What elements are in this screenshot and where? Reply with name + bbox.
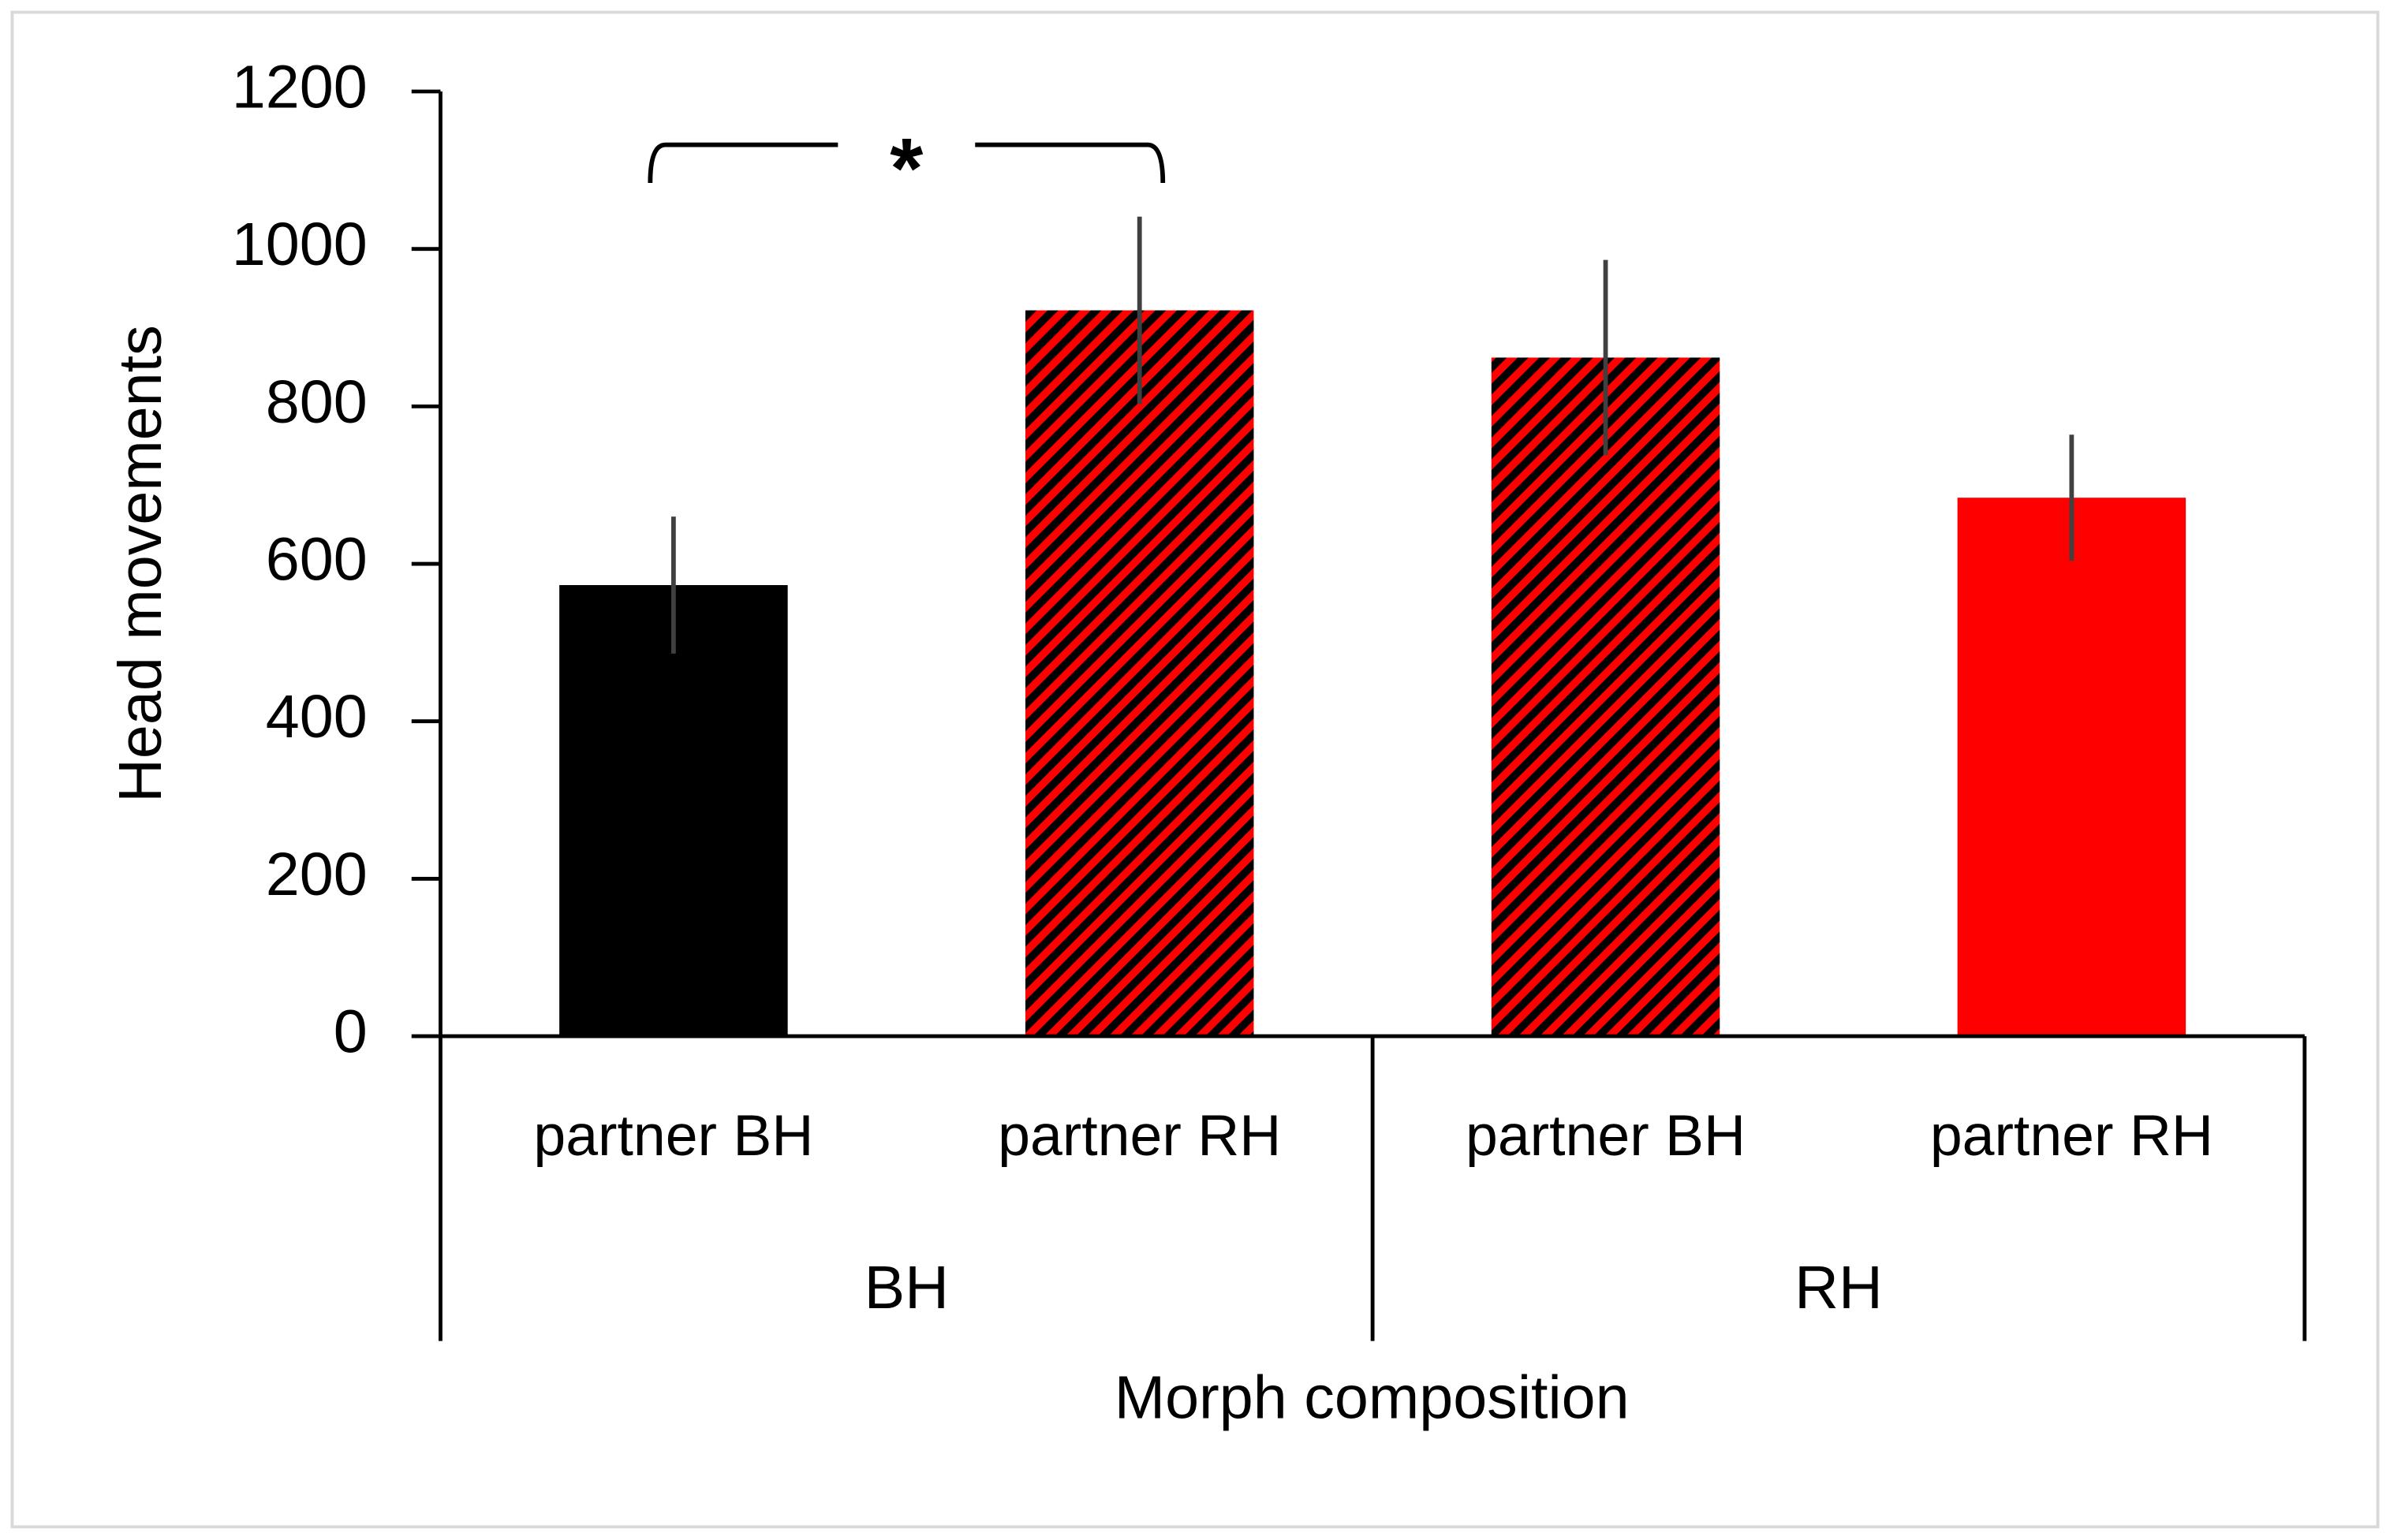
y-tick-label: 1000 xyxy=(232,211,368,278)
group-label: RH xyxy=(1794,1254,1883,1322)
y-tick-label: 200 xyxy=(266,841,368,908)
x-tick-label: partner RH xyxy=(998,1103,1281,1168)
group-label: BH xyxy=(865,1254,949,1322)
y-tick-label: 0 xyxy=(334,998,368,1066)
bar xyxy=(1025,310,1254,1037)
x-tick-label: partner BH xyxy=(1466,1103,1746,1168)
x-axis-title: Morph composition xyxy=(1115,1363,1630,1431)
significance-bracket xyxy=(648,142,1166,183)
y-tick-label: 800 xyxy=(266,368,368,436)
significance-label: * xyxy=(890,121,923,216)
bar xyxy=(1957,498,2186,1037)
y-tick-label: 1200 xyxy=(232,53,368,121)
x-tick-label: partner BH xyxy=(533,1103,813,1168)
y-axis-title: Head movements xyxy=(106,325,174,803)
bar xyxy=(559,585,788,1037)
x-tick-label: partner RH xyxy=(1930,1103,2213,1168)
y-tick-label: 600 xyxy=(266,525,368,593)
bar xyxy=(1491,357,1720,1037)
y-tick-label: 400 xyxy=(266,683,368,751)
